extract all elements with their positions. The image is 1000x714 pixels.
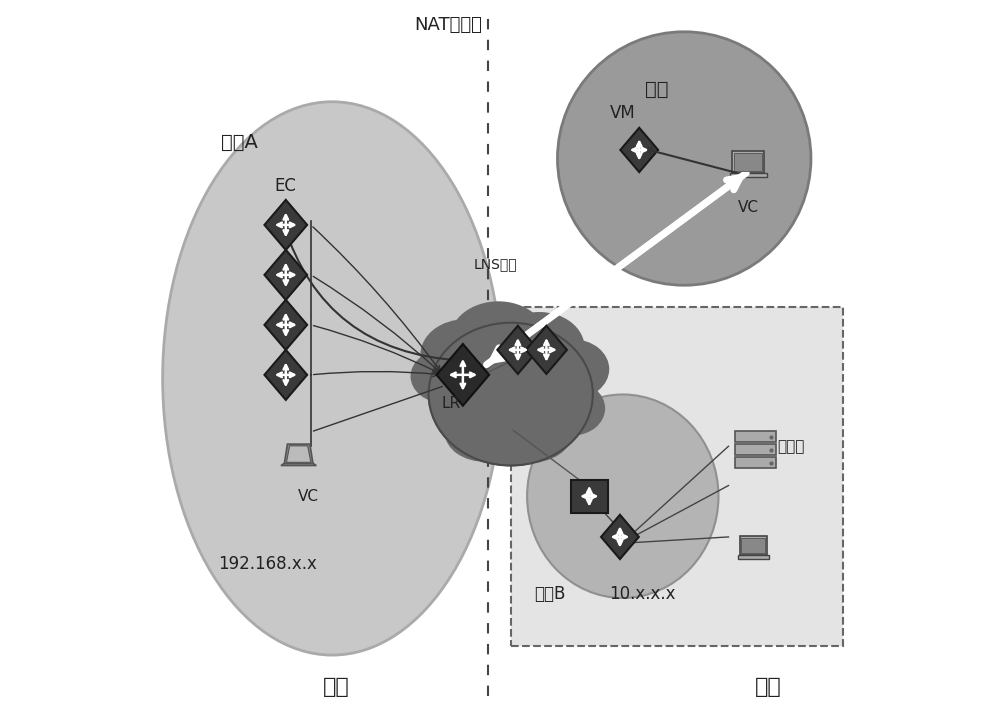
Ellipse shape (449, 301, 548, 380)
Text: 区域A: 区域A (221, 134, 258, 152)
Bar (732, 151, 764, 173)
Text: 192.168.x.x: 192.168.x.x (219, 555, 317, 573)
Text: 服务器: 服务器 (778, 438, 805, 454)
Ellipse shape (494, 312, 585, 383)
Ellipse shape (429, 323, 593, 466)
Text: 区域B: 区域B (534, 585, 566, 603)
Polygon shape (264, 250, 307, 300)
Text: LR: LR (442, 396, 461, 411)
Ellipse shape (527, 395, 718, 598)
Text: EC: EC (275, 176, 297, 195)
Polygon shape (264, 200, 307, 250)
Text: 私网: 私网 (754, 677, 781, 697)
Text: VC: VC (738, 199, 759, 215)
Text: 私网: 私网 (322, 677, 349, 697)
Bar (735, 458, 776, 468)
Text: LNS公网: LNS公网 (473, 257, 517, 271)
Text: 公网: 公网 (645, 80, 669, 99)
Polygon shape (281, 463, 316, 466)
Ellipse shape (445, 405, 527, 462)
Polygon shape (601, 515, 639, 559)
Ellipse shape (163, 102, 502, 655)
Polygon shape (264, 300, 307, 350)
Ellipse shape (411, 349, 480, 403)
Bar (735, 431, 776, 442)
Bar (738, 555, 769, 558)
Bar (511, 307, 843, 646)
Polygon shape (437, 344, 489, 406)
Ellipse shape (539, 381, 605, 436)
Polygon shape (284, 444, 313, 465)
Bar (730, 173, 767, 177)
Ellipse shape (420, 319, 511, 391)
Polygon shape (264, 350, 307, 400)
Polygon shape (497, 326, 538, 374)
Polygon shape (620, 128, 658, 172)
Text: 10.x.x.x: 10.x.x.x (610, 585, 676, 603)
Bar (735, 444, 776, 455)
Polygon shape (286, 446, 311, 463)
Ellipse shape (535, 339, 609, 399)
Polygon shape (526, 326, 567, 374)
Text: VM: VM (610, 104, 636, 122)
Bar (740, 536, 767, 555)
Text: NAT或网闸: NAT或网闸 (415, 16, 483, 34)
Bar (734, 153, 762, 171)
Bar (571, 480, 608, 513)
Text: VC: VC (298, 488, 319, 504)
Ellipse shape (557, 31, 811, 285)
Bar (741, 538, 765, 553)
Ellipse shape (482, 403, 572, 463)
